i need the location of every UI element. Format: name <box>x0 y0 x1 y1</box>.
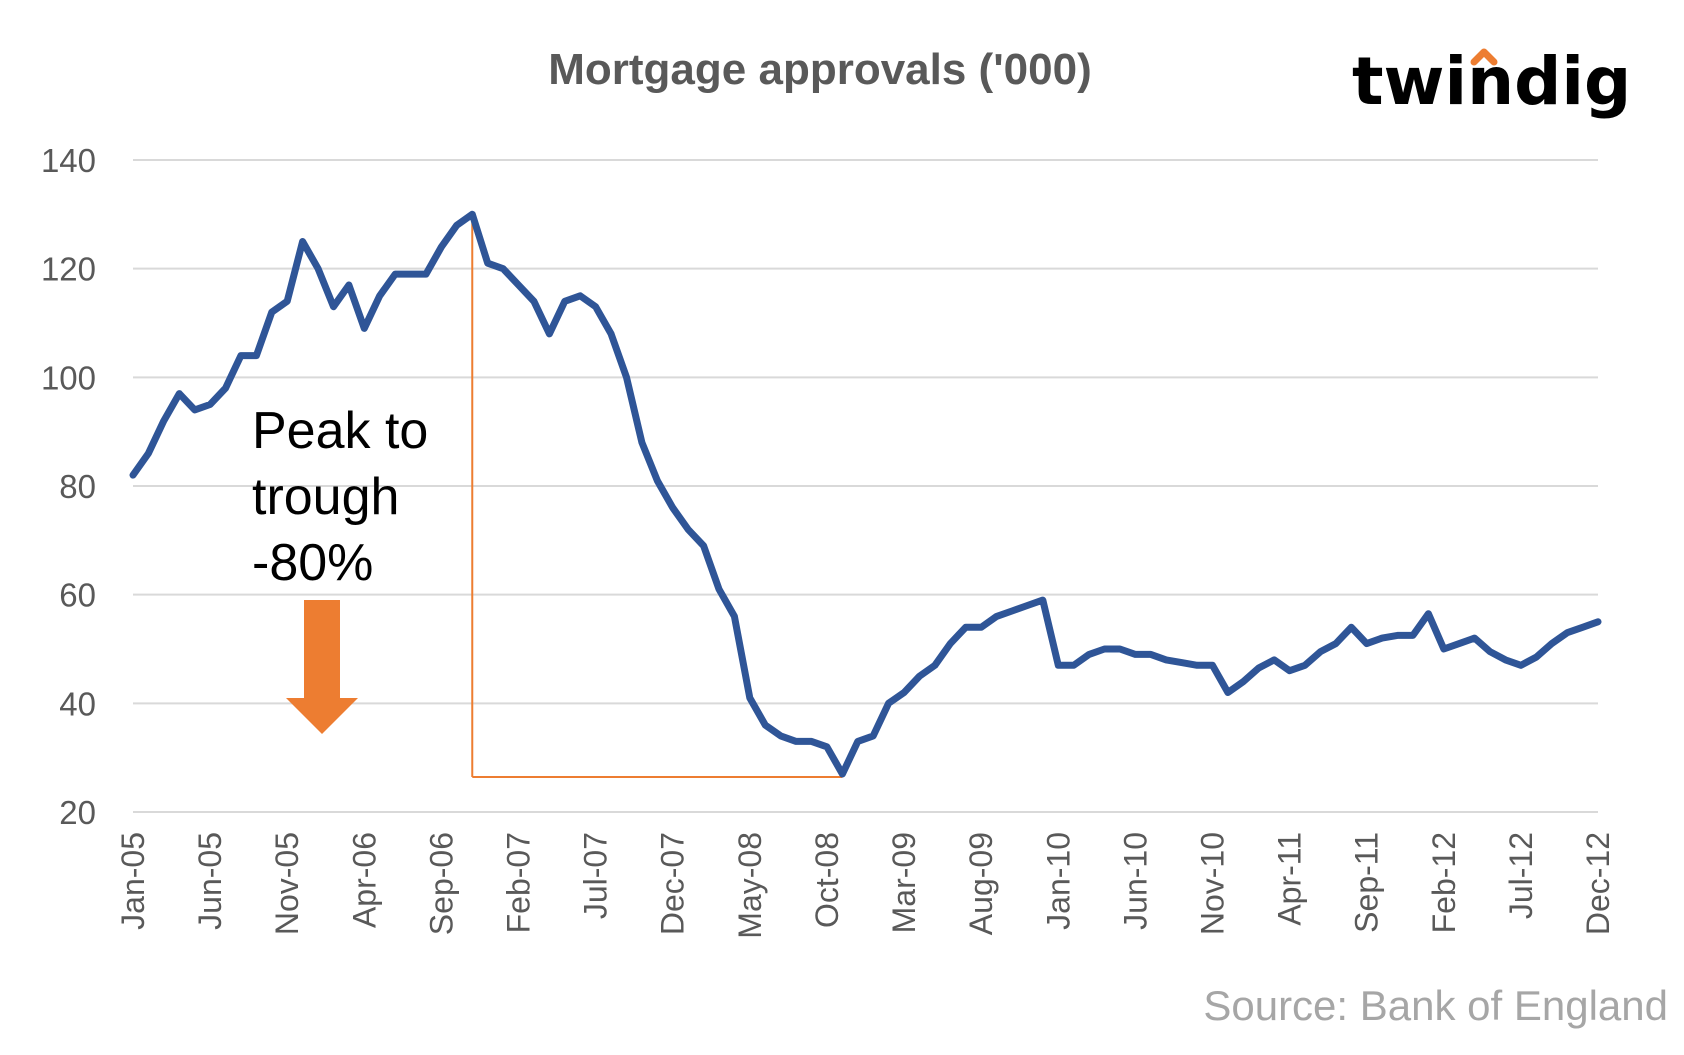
x-tick-label: Jan-05 <box>115 832 151 930</box>
x-tick-label: Jun-10 <box>1117 832 1153 930</box>
x-tick-label: Apr-11 <box>1272 832 1308 926</box>
x-tick-label: Nov-10 <box>1194 832 1230 935</box>
twindig-logo: twindig <box>1352 43 1631 120</box>
x-tick-label: Jul-12 <box>1503 832 1539 919</box>
series-line-mortgage-approvals <box>129 210 1602 778</box>
x-tick-label: Feb-07 <box>501 832 537 933</box>
x-tick-label: Feb-12 <box>1426 832 1462 933</box>
annotation-line-3: -80% <box>252 534 373 592</box>
peak-to-trough-bracket <box>471 214 843 778</box>
down-arrow-icon <box>286 600 358 734</box>
x-tick-label: May-08 <box>732 832 768 939</box>
logo-text: twindig <box>1352 43 1631 120</box>
x-tick-label: Nov-05 <box>269 832 305 935</box>
x-tick-label: Sep-11 <box>1349 832 1385 933</box>
peak-to-trough-annotation: Peak to trough -80% <box>252 402 428 592</box>
y-tick-label: 120 <box>41 251 96 288</box>
y-tick-label: 20 <box>59 794 96 831</box>
y-tick-label: 60 <box>59 577 96 614</box>
x-tick-label: Jan-10 <box>1040 832 1076 930</box>
x-tick-label: Dec-07 <box>655 832 691 935</box>
x-axis-ticks: Jan-05 Jun-05 Nov-05 Apr-06 Sep-06 Feb-07 Jul-… <box>115 832 1616 939</box>
y-tick-label: 140 <box>41 142 96 179</box>
gridlines <box>133 159 1598 813</box>
x-tick-label: Dec-12 <box>1580 832 1616 935</box>
chart-title: Mortgage approvals ('000) <box>548 45 1092 94</box>
x-tick-label: Sep-06 <box>423 832 459 935</box>
y-axis-ticks: 20 40 60 80 100 120 140 <box>41 142 96 831</box>
x-tick-label: Jul-07 <box>578 832 614 919</box>
y-tick-label: 80 <box>59 468 96 505</box>
x-tick-label: Aug-09 <box>963 832 999 935</box>
logo-roof-icon <box>1470 48 1498 66</box>
source-note: Source: Bank of England <box>1203 982 1668 1029</box>
x-tick-label: Oct-08 <box>809 832 845 928</box>
y-tick-label: 100 <box>41 359 96 396</box>
annotation-line-2: trough <box>252 468 399 526</box>
x-tick-label: Jun-05 <box>192 832 228 930</box>
x-tick-label: Mar-09 <box>886 832 922 933</box>
y-tick-label: 40 <box>59 685 96 722</box>
annotation-line-1: Peak to <box>252 402 428 460</box>
x-tick-label: Apr-06 <box>346 832 382 928</box>
